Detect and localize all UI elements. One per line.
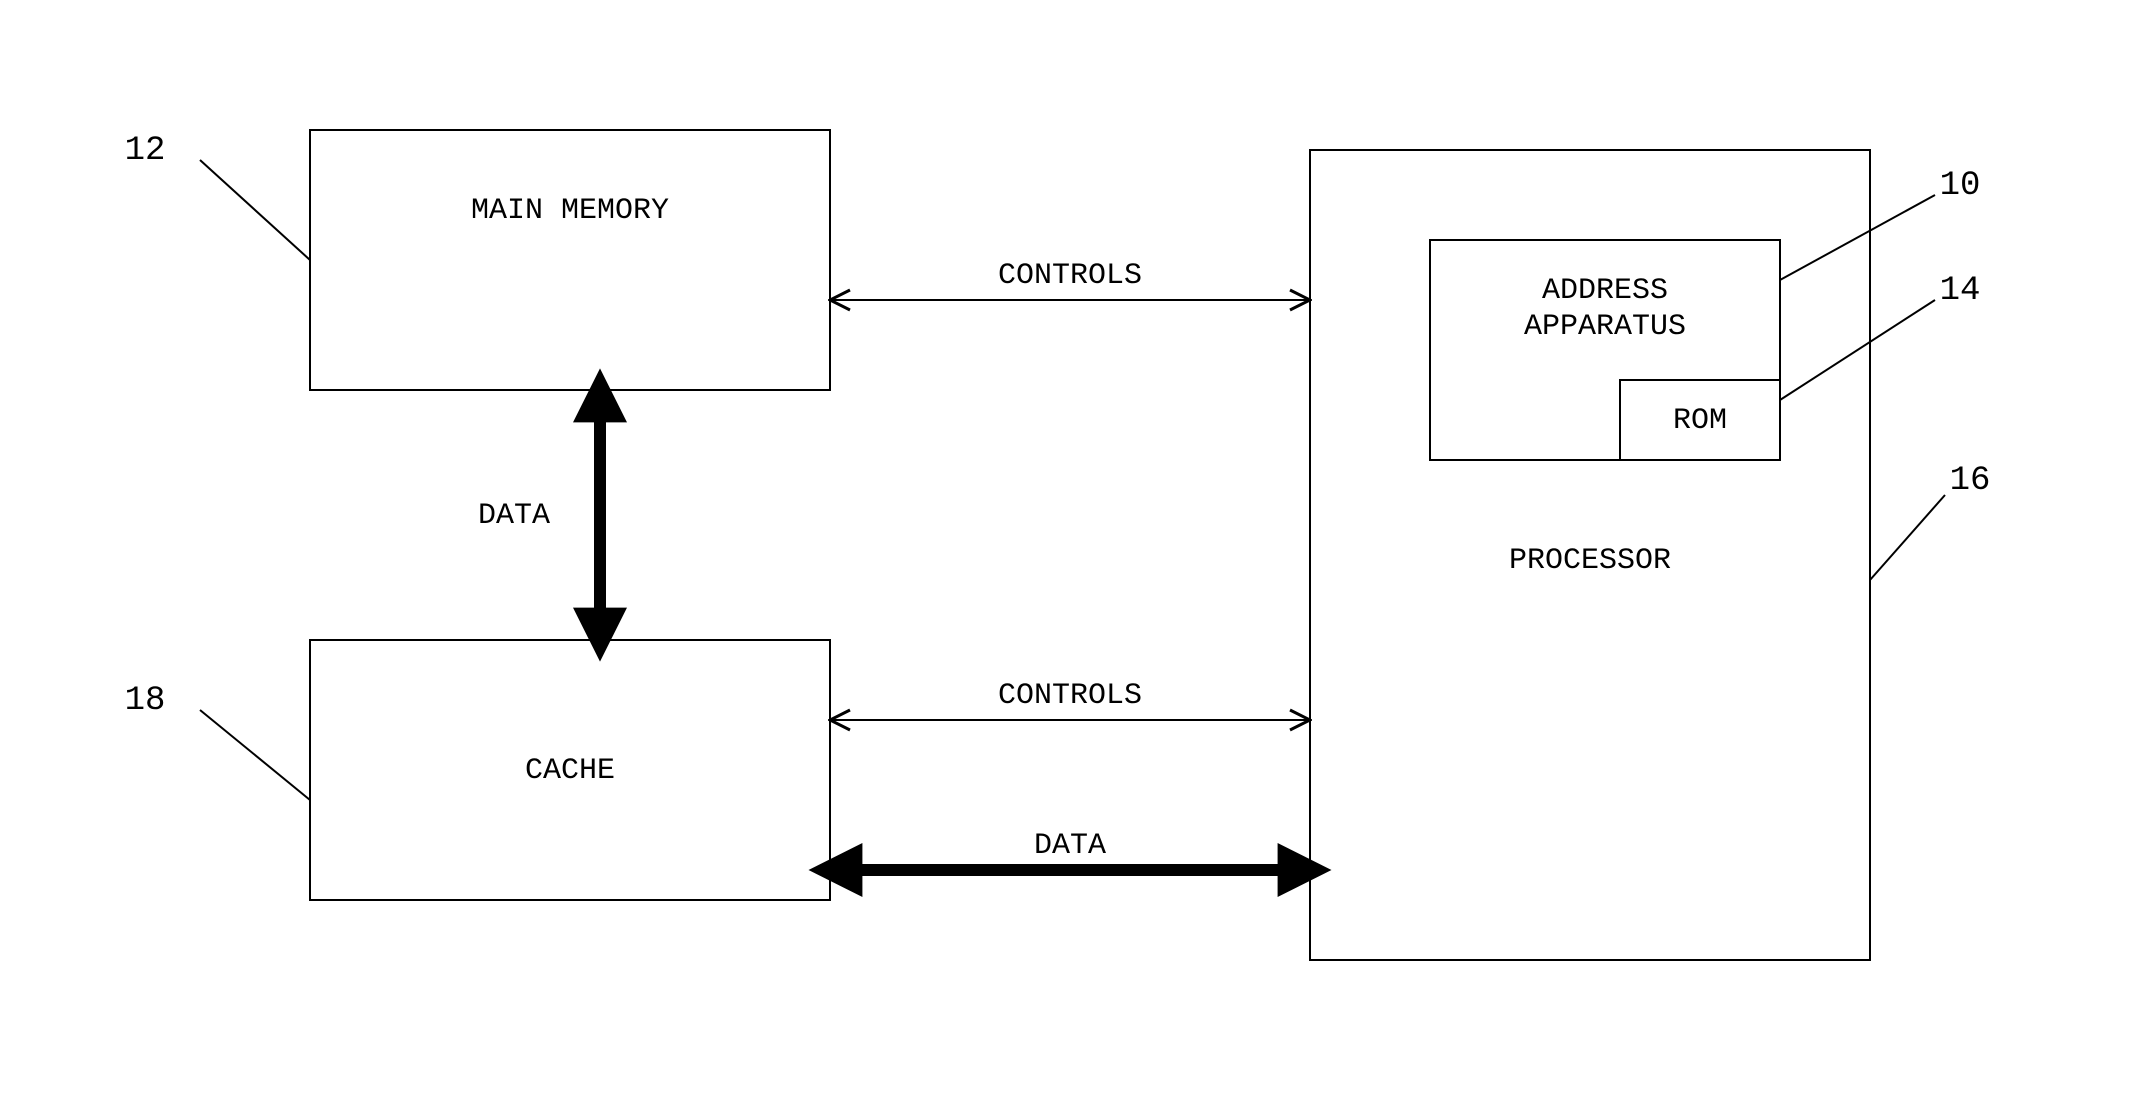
rom-label: ROM bbox=[1673, 404, 1727, 438]
callout-16-label: 16 bbox=[1950, 462, 1991, 500]
main-memory-label: MAIN MEMORY bbox=[471, 194, 669, 228]
processor-label: PROCESSOR bbox=[1509, 544, 1671, 578]
controls-bottom-arrow-label: CONTROLS bbox=[998, 679, 1142, 713]
callout-14-lead bbox=[1780, 300, 1935, 400]
callout-10-label: 10 bbox=[1940, 167, 1981, 205]
controls-top-arrow-label: CONTROLS bbox=[998, 259, 1142, 293]
cache-label: CACHE bbox=[525, 754, 615, 788]
callout-18-label: 18 bbox=[125, 682, 166, 720]
address-apparatus-label: ADDRESSAPPARATUS bbox=[1524, 274, 1686, 344]
callout-12-lead bbox=[200, 160, 310, 260]
data-horizontal-arrow-label: DATA bbox=[1034, 829, 1106, 863]
callout-16-lead bbox=[1870, 495, 1945, 580]
callout-14-label: 14 bbox=[1940, 272, 1981, 310]
callout-10-lead bbox=[1780, 195, 1935, 280]
main-memory-box bbox=[310, 130, 830, 390]
callout-18-lead bbox=[200, 710, 310, 800]
data-vertical-arrow-label: DATA bbox=[478, 499, 550, 533]
callout-12-label: 12 bbox=[125, 132, 166, 170]
